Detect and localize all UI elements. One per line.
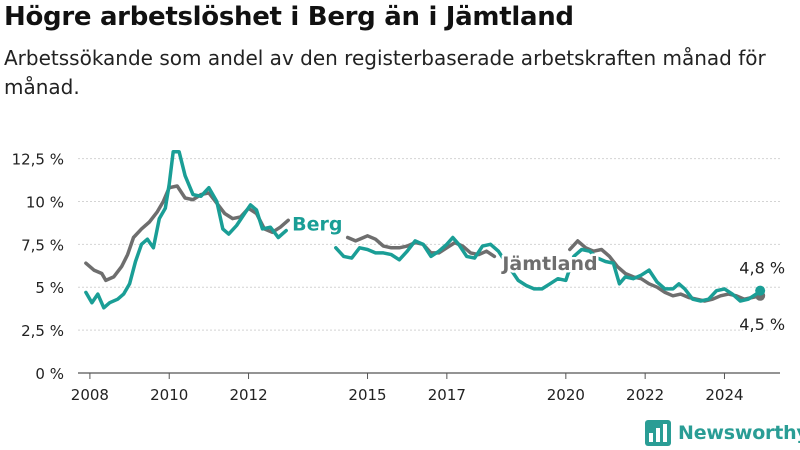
x-tick-label: 2010 xyxy=(150,386,188,404)
newsworthy-logo: Newsworthy xyxy=(645,418,800,448)
gridlines xyxy=(78,158,780,374)
series-line-jmtland xyxy=(568,239,762,303)
series-lines xyxy=(84,149,766,310)
x-tick-label: 2020 xyxy=(547,386,585,404)
y-tick-label: 12,5 % xyxy=(12,151,64,169)
chart-subtitle: Arbetssökande som andel av den registerb… xyxy=(4,46,766,99)
x-tick-label: 2008 xyxy=(71,386,109,404)
series-end-point xyxy=(755,285,766,296)
x-tick-label: 2022 xyxy=(626,386,664,404)
bar-chart-logo-icon xyxy=(645,420,671,446)
series-labels: Jämtland 4,5 % Berg 4,8 % xyxy=(290,211,787,336)
y-tick-label: 5 % xyxy=(35,279,64,297)
series-line-berg xyxy=(84,149,288,310)
y-tick-label: 0 % xyxy=(35,365,64,383)
x-tick-label: 2012 xyxy=(229,386,267,404)
series-line-berg xyxy=(334,235,762,303)
x-tick-label: 2024 xyxy=(705,386,743,404)
y-tick-label: 7,5 % xyxy=(21,236,64,254)
brand-name: Newsworthy xyxy=(678,422,800,444)
end-value-label: 4,8 % xyxy=(739,259,785,278)
series-line-jmtland xyxy=(84,184,290,283)
axes: 0 % 2,5 % 5 % 7,5 % 10 % 12,5 % 2008 2010 2012 20… xyxy=(12,151,744,404)
series-label: Jämtland xyxy=(500,253,597,275)
series-label: Berg xyxy=(292,214,342,236)
x-tick-label: 2015 xyxy=(348,386,386,404)
y-tick-label: 10 % xyxy=(26,193,64,211)
series-line-jmtland xyxy=(345,234,497,259)
x-tick-label: 2017 xyxy=(428,386,466,404)
chart-title: Högre arbetslöshet i Berg än i Jämtland xyxy=(4,2,574,32)
y-tick-label: 2,5 % xyxy=(21,322,64,340)
end-value-label: 4,5 % xyxy=(739,315,785,334)
